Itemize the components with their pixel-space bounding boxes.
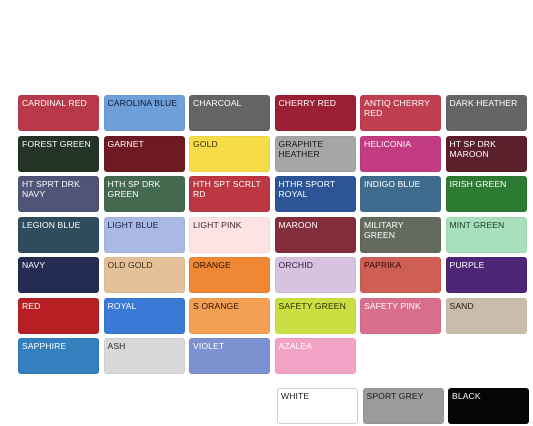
swatch-light-pink[interactable]: LIGHT PINK	[189, 216, 270, 253]
swatch-forest-green[interactable]: FOREST GREEN	[18, 135, 99, 172]
swatch-light-blue[interactable]: LIGHT BLUE	[103, 216, 185, 253]
swatch-purple[interactable]: PURPLE	[445, 257, 527, 293]
swatch-antiq-cherry-red[interactable]: ANTIQ CHERRY RED	[360, 95, 441, 131]
swatch-navy[interactable]: NAVY	[18, 257, 99, 293]
swatch-orchid[interactable]: ORCHID	[274, 257, 356, 293]
swatch-carolina-blue[interactable]: CAROLINA BLUE	[103, 95, 185, 131]
swatch-cherry-red[interactable]: CHERRY RED	[274, 95, 356, 131]
swatch-heliconia[interactable]: HELICONIA	[360, 135, 441, 172]
swatch-hth-spt-scrlt-rd[interactable]: HTH SPT SCRLT RD	[189, 176, 270, 212]
swatch-s-orange[interactable]: S ORANGE	[189, 297, 270, 334]
swatch-cardinal-red[interactable]: CARDINAL RED	[18, 95, 99, 131]
color-swatch-grid: CARDINAL RED CAROLINA BLUE CHARCOAL CHERRY …	[18, 95, 527, 374]
swatch-ht-sp-drk-maroon[interactable]: HT SP DRK MAROON	[445, 135, 527, 172]
swatch-red[interactable]: RED	[18, 297, 99, 334]
swatch-orange[interactable]: ORANGE	[189, 257, 270, 293]
swatch-indigo-blue[interactable]: INDIGO BLUE	[360, 176, 441, 212]
bottom-swatch-row: WHITE SPORT GREY BLACK	[277, 388, 529, 424]
swatch-ht-sprt-drk-navy[interactable]: HT SPRT DRK NAVY	[18, 176, 99, 212]
swatch-old-gold[interactable]: OLD GOLD	[103, 257, 185, 293]
swatch-dark-heather[interactable]: DARK HEATHER	[445, 95, 527, 131]
swatch-gold[interactable]: GOLD	[189, 135, 270, 172]
swatch-military-green[interactable]: MILITARY GREEN	[360, 216, 441, 253]
swatch-hth-sp-drk-green[interactable]: HTH SP DRK GREEN	[103, 176, 185, 212]
swatch-sapphire[interactable]: SAPPHIRE	[18, 338, 99, 374]
swatch-garnet[interactable]: GARNET	[103, 135, 185, 172]
swatch-ash[interactable]: ASH	[103, 338, 185, 374]
swatch-safety-pink[interactable]: SAFETY PINK	[360, 297, 441, 334]
swatch-white[interactable]: WHITE	[277, 388, 358, 424]
swatch-legion-blue[interactable]: LEGION BLUE	[18, 216, 99, 253]
swatch-azalea[interactable]: AZALEA	[274, 338, 356, 374]
swatch-royal[interactable]: ROYAL	[103, 297, 185, 334]
swatch-violet[interactable]: VIOLET	[189, 338, 270, 374]
swatch-sand[interactable]: SAND	[445, 297, 527, 334]
swatch-charcoal[interactable]: CHARCOAL	[189, 95, 270, 131]
swatch-hthr-sport-royal[interactable]: HTHR SPORT ROYAL	[274, 176, 356, 212]
swatch-sport-grey[interactable]: SPORT GREY	[362, 388, 444, 424]
swatch-maroon[interactable]: MAROON	[274, 216, 356, 253]
swatch-safety-green[interactable]: SAFETY GREEN	[274, 297, 356, 334]
swatch-irish-green[interactable]: IRISH GREEN	[445, 176, 527, 212]
swatch-graphite-heather[interactable]: GRAPHITE HEATHER	[274, 135, 356, 172]
swatch-paprika[interactable]: PAPRIKA	[360, 257, 441, 293]
swatch-mint-green[interactable]: MINT GREEN	[445, 216, 527, 253]
swatch-black[interactable]: BLACK	[448, 388, 529, 424]
